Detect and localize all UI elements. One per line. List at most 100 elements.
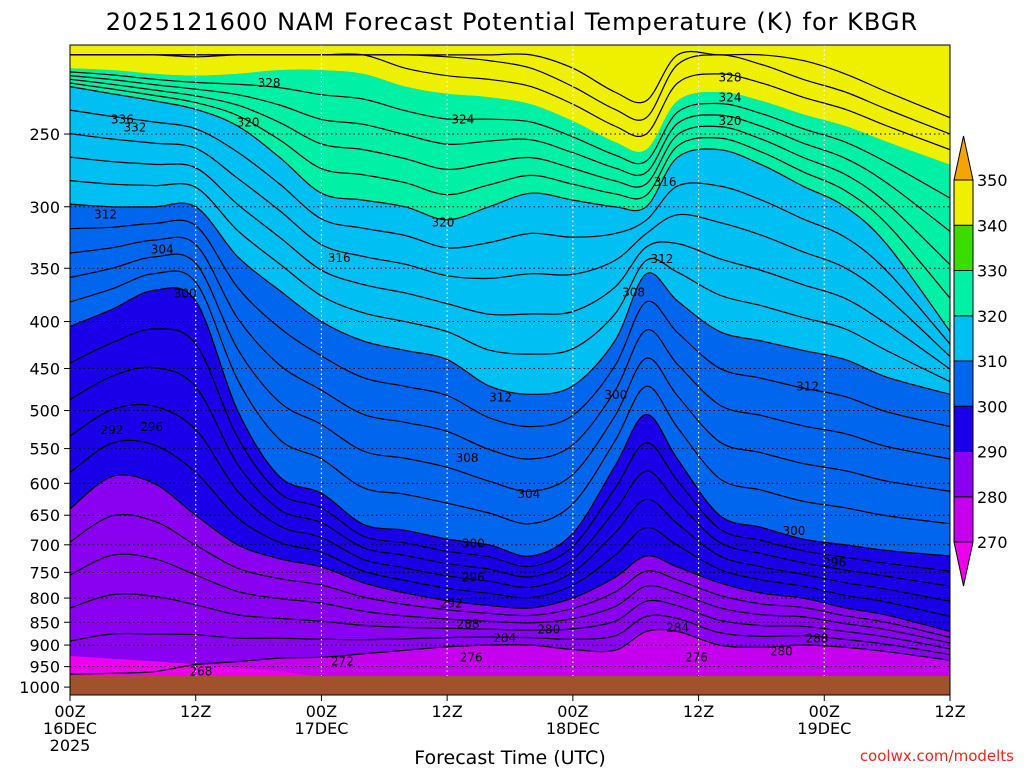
colorbar-label: 270 <box>977 533 1008 552</box>
isentrope-line <box>70 553 950 644</box>
colorbar-segment <box>953 496 974 543</box>
isentrope-line <box>70 628 950 675</box>
y-tick-label: 950 <box>29 658 60 677</box>
colorbar-label: 290 <box>977 443 1008 462</box>
contour-label: 300 <box>604 388 627 402</box>
isentrope-line <box>70 202 950 395</box>
contour-label: 332 <box>123 121 146 135</box>
contour-label: 324 <box>719 90 742 104</box>
contour-label: 308 <box>456 451 479 465</box>
x-tick-label: 00Z <box>809 702 840 721</box>
y-tick-label: 450 <box>29 360 60 379</box>
isentrope-line <box>70 236 950 460</box>
y-tick-label: 600 <box>29 474 60 493</box>
contour-label: 300 <box>782 524 805 538</box>
x-tick-label: 17DEC <box>294 719 348 738</box>
colorbar-label: 350 <box>977 171 1008 190</box>
contour-label: 316 <box>654 175 677 189</box>
contour-label: 312 <box>489 391 512 405</box>
x-tick-label: 16DEC <box>43 719 97 738</box>
x-tick-label: 19DEC <box>797 719 851 738</box>
y-tick-label: 350 <box>29 259 60 278</box>
isentrope-line <box>70 82 950 299</box>
plot-frame <box>69 44 951 696</box>
colorbar-segment <box>953 179 974 226</box>
x-axis-label: Forecast Time (UTC) <box>414 747 605 768</box>
contour-label: 284 <box>493 631 516 645</box>
ground-bar <box>70 676 950 695</box>
contour-label: 296 <box>140 420 163 434</box>
y-tick-label: 700 <box>29 536 60 555</box>
y-tick-label: 650 <box>29 506 60 525</box>
contour-label: 280 <box>770 645 793 659</box>
contour-label: 280 <box>537 623 560 637</box>
isentrope-line <box>70 474 950 633</box>
colorbar-label: 300 <box>977 397 1008 416</box>
colorbar-segment <box>953 315 974 362</box>
y-tick-label: 550 <box>29 440 60 459</box>
colorbar-label: 280 <box>977 488 1008 507</box>
colorbar: 270 280 290 300 310 320 330 340 350 <box>953 135 1008 587</box>
contour-label: 292 <box>440 597 463 611</box>
contour-label: 328 <box>258 76 281 90</box>
isentrope-line <box>70 78 950 266</box>
isentrope-line <box>70 439 950 617</box>
colorbar-segment <box>953 224 974 271</box>
isentrope-line <box>70 219 950 428</box>
contour-label: 272 <box>331 655 354 669</box>
contour-label: 304 <box>151 243 174 257</box>
contour-label: 296 <box>823 556 846 570</box>
x-tick-label: 00Z <box>306 702 337 721</box>
colorbar-arrow-top <box>953 135 974 181</box>
y-tick-label: 250 <box>29 125 60 144</box>
contour-label: 312 <box>796 380 819 394</box>
y-tick-label: 1000 <box>19 678 60 697</box>
isentrope-line <box>70 270 950 525</box>
contour-label: 276 <box>460 651 483 665</box>
x-tick-label: 00Z <box>557 702 588 721</box>
contour-label: 296 <box>462 571 485 585</box>
colorbar-segment <box>953 360 974 407</box>
contour-label: 324 <box>451 112 474 126</box>
colorbar-label: 310 <box>977 352 1008 371</box>
contour-label: 320 <box>719 114 742 128</box>
contour-label: 312 <box>650 252 673 266</box>
y-tick-label: 300 <box>29 198 60 217</box>
y-tick-label: 850 <box>29 613 60 632</box>
band-280-290 <box>70 474 950 695</box>
isentrope-line <box>70 133 950 357</box>
isentrope-line <box>70 287 950 557</box>
grid-lines <box>70 45 950 695</box>
colorbar-label: 330 <box>977 262 1008 281</box>
isentrope-line <box>70 86 950 332</box>
isentrope-line <box>70 513 950 638</box>
contour-label: 312 <box>94 208 117 222</box>
x-tick-label: 12Z <box>934 702 965 721</box>
isentrope-line <box>70 614 950 656</box>
x-tick-label: 00Z <box>54 702 85 721</box>
plot-area <box>70 45 950 695</box>
contour-label: 320 <box>237 116 260 130</box>
isentrope-line <box>70 75 950 232</box>
contour-label: 320 <box>431 215 454 229</box>
isentrope-line <box>70 253 950 492</box>
colorbar-label: 320 <box>977 307 1008 326</box>
isentrope-line <box>70 109 950 345</box>
colorbar-segment <box>953 405 974 452</box>
colorbar-arrow-bottom <box>953 541 974 587</box>
contour-label: 316 <box>328 251 351 265</box>
isentrope-line <box>70 156 950 370</box>
isentrope-line <box>70 50 950 119</box>
contour-label: 292 <box>100 423 123 437</box>
credit-text: coolwx.com/modelts <box>860 747 1014 765</box>
contour-label: 328 <box>719 71 742 85</box>
colorbar-label: 340 <box>977 216 1008 235</box>
y-axis-pressure: 250 300 350 400 450 500 550 600 650 700 750 800 850 9… <box>19 125 70 697</box>
y-tick-label: 800 <box>29 589 60 608</box>
chart-title: 2025121600 NAM Forecast Potential Temper… <box>106 8 918 36</box>
contour-label: 304 <box>517 487 540 501</box>
colorbar-segment <box>953 270 974 317</box>
